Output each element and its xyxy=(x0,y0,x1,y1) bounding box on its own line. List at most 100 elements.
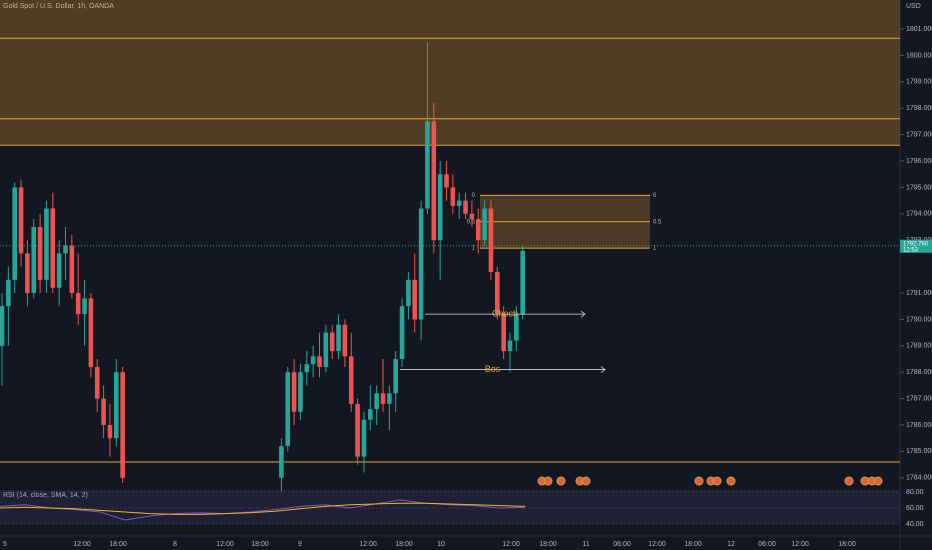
candle-body xyxy=(368,409,373,420)
x-tick-label: 18:00 xyxy=(395,541,413,548)
candle-body xyxy=(298,372,303,412)
candle-body xyxy=(425,121,430,209)
countdown-label: 12:53 xyxy=(903,247,919,253)
supply-zone xyxy=(0,38,900,146)
last-price-box xyxy=(900,239,932,253)
fib-label: 0.5 xyxy=(467,219,476,225)
candle-body xyxy=(355,403,360,457)
candle-body xyxy=(18,187,24,254)
y-tick-label: 1790.000 xyxy=(906,316,932,323)
rsi-tick-label: 40.00 xyxy=(906,521,924,528)
y-tick-label: 1789.000 xyxy=(906,343,932,350)
currency: USD xyxy=(906,3,921,10)
candle-body xyxy=(336,324,341,352)
candle-body xyxy=(488,208,494,272)
candle-body xyxy=(342,324,348,357)
candle-body xyxy=(88,298,94,367)
annotation-label: Choch xyxy=(492,309,518,319)
candle-body xyxy=(44,208,49,280)
candle-body xyxy=(374,393,379,410)
candle-body xyxy=(75,293,81,315)
candle-body xyxy=(114,372,119,439)
x-tick-label: 18:00 xyxy=(539,541,557,548)
event-icons xyxy=(537,476,883,486)
candle-body xyxy=(12,187,17,280)
candle-body xyxy=(25,253,30,294)
y-tick-label: 1797.000 xyxy=(906,131,932,138)
y-tick-label: 1788.000 xyxy=(906,369,932,376)
candle-body xyxy=(393,359,398,394)
candle-body xyxy=(361,419,367,457)
y-tick-label: 1786.000 xyxy=(906,422,932,429)
candle-body xyxy=(304,364,310,373)
candle-body xyxy=(431,121,437,241)
candle-body xyxy=(437,174,443,241)
y-tick-label: 1799.000 xyxy=(906,79,932,86)
rsi-title: RSI (14, close, SMA, 14, 2) xyxy=(3,492,88,499)
candle-body xyxy=(406,279,411,307)
y-tick-label: 1801.000 xyxy=(906,26,932,33)
fib-label: 1 xyxy=(653,246,657,252)
candle-body xyxy=(323,332,329,367)
x-tick-label: 8 xyxy=(173,541,177,548)
candle-body xyxy=(94,366,100,399)
candle-body xyxy=(380,393,386,404)
x-tick-label: 10 xyxy=(437,541,445,548)
candle-body xyxy=(56,253,62,288)
rsi-sma-line xyxy=(0,502,526,515)
candle-body xyxy=(501,314,506,352)
y-tick-label: 1791.000 xyxy=(906,290,932,297)
annotation-arrow xyxy=(580,310,586,318)
candle-body xyxy=(399,306,405,360)
candle-body xyxy=(31,227,37,294)
y-tick-label: 1795.000 xyxy=(906,184,932,191)
x-tick-label: 9 xyxy=(298,541,302,548)
candle-body xyxy=(101,398,106,426)
candle-body xyxy=(495,271,500,315)
rsi-tick-label: 60.00 xyxy=(906,505,924,512)
candle-body xyxy=(50,208,56,288)
annotation-label: Bos xyxy=(485,364,501,374)
x-tick-label: 5 xyxy=(3,541,7,548)
candle-body xyxy=(82,298,87,315)
candle-body xyxy=(463,200,468,214)
candle-body xyxy=(418,208,424,320)
x-tick-label: 12:00 xyxy=(502,541,520,548)
candle-body xyxy=(63,245,68,254)
x-tick-label: 12:00 xyxy=(648,541,666,548)
fib-label: 0 xyxy=(653,193,657,199)
x-tick-label: 06:00 xyxy=(613,541,631,548)
y-tick-label: 1787.000 xyxy=(906,395,932,402)
x-tick-label: 12:00 xyxy=(216,541,234,548)
x-tick-label: 12:00 xyxy=(791,541,809,548)
fib-label: 0 xyxy=(472,193,476,199)
candle-body xyxy=(310,356,316,365)
candle-body xyxy=(348,356,354,404)
y-tick-label: 1794.000 xyxy=(906,211,932,218)
candle-body xyxy=(329,332,335,352)
candle-body xyxy=(469,213,475,220)
candle-body xyxy=(450,187,456,206)
candle-body xyxy=(317,356,322,367)
supply-zone xyxy=(0,0,900,39)
y-tick-label: 1796.000 xyxy=(906,158,932,165)
y-tick-label: 1785.000 xyxy=(906,448,932,455)
x-tick-label: 18:00 xyxy=(251,541,269,548)
candle-body xyxy=(444,174,449,188)
last-price-label: 1792.790 xyxy=(903,241,929,247)
annotation-arrow xyxy=(600,366,606,373)
candle-body xyxy=(279,446,284,478)
y-tick-label: 1798.000 xyxy=(906,105,932,112)
x-tick-label: 12:00 xyxy=(73,541,91,548)
candle-body xyxy=(69,245,75,294)
candle-body xyxy=(6,279,11,307)
candle-body xyxy=(291,372,297,412)
candle-body xyxy=(520,250,525,315)
candle-body xyxy=(0,306,5,346)
candle-body xyxy=(120,372,125,478)
candle-body xyxy=(107,425,113,439)
rsi-tick-label: 80.00 xyxy=(906,489,924,496)
x-tick-label: 18:00 xyxy=(838,541,856,548)
